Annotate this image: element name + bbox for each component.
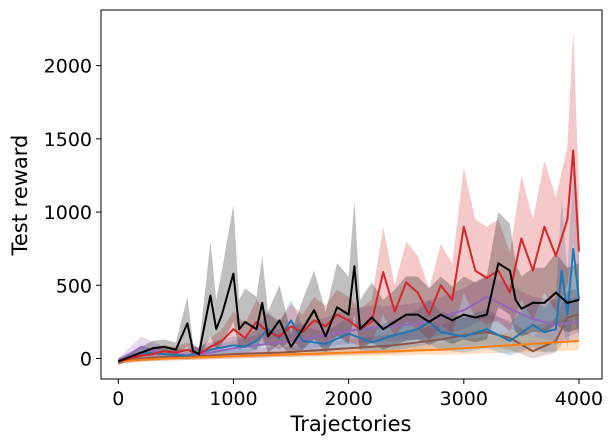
y-tick-label: 500: [56, 275, 92, 297]
x-axis: 0 1000 2000 3000 4000: [112, 379, 603, 410]
y-tick-label: 2000: [44, 56, 92, 78]
x-tick-label: 0: [112, 388, 124, 410]
x-tick-label: 2000: [324, 388, 372, 410]
y-tick-label: 0: [80, 349, 92, 371]
series-lines: [117, 149, 580, 363]
series-5-band: [118, 29, 580, 365]
x-axis-label: Trajectories: [290, 412, 412, 436]
series-1-band: [118, 288, 580, 365]
series-6-line: [117, 262, 580, 363]
x-tick-label: 3000: [440, 388, 488, 410]
x-tick-label: 4000: [555, 388, 603, 410]
series-4-line: [117, 247, 580, 363]
y-tick-label: 1000: [44, 202, 92, 224]
series-6-band: [118, 200, 580, 365]
y-axis-label: Test reward: [8, 135, 32, 257]
y-axis: 0 500 1000 1500 2000: [44, 56, 101, 371]
y-tick-label: 1500: [44, 129, 92, 151]
series-2-line: [118, 339, 580, 363]
series-2-band: [118, 317, 580, 363]
x-tick-label: 1000: [209, 388, 257, 410]
plot-frame: [100, 9, 603, 380]
